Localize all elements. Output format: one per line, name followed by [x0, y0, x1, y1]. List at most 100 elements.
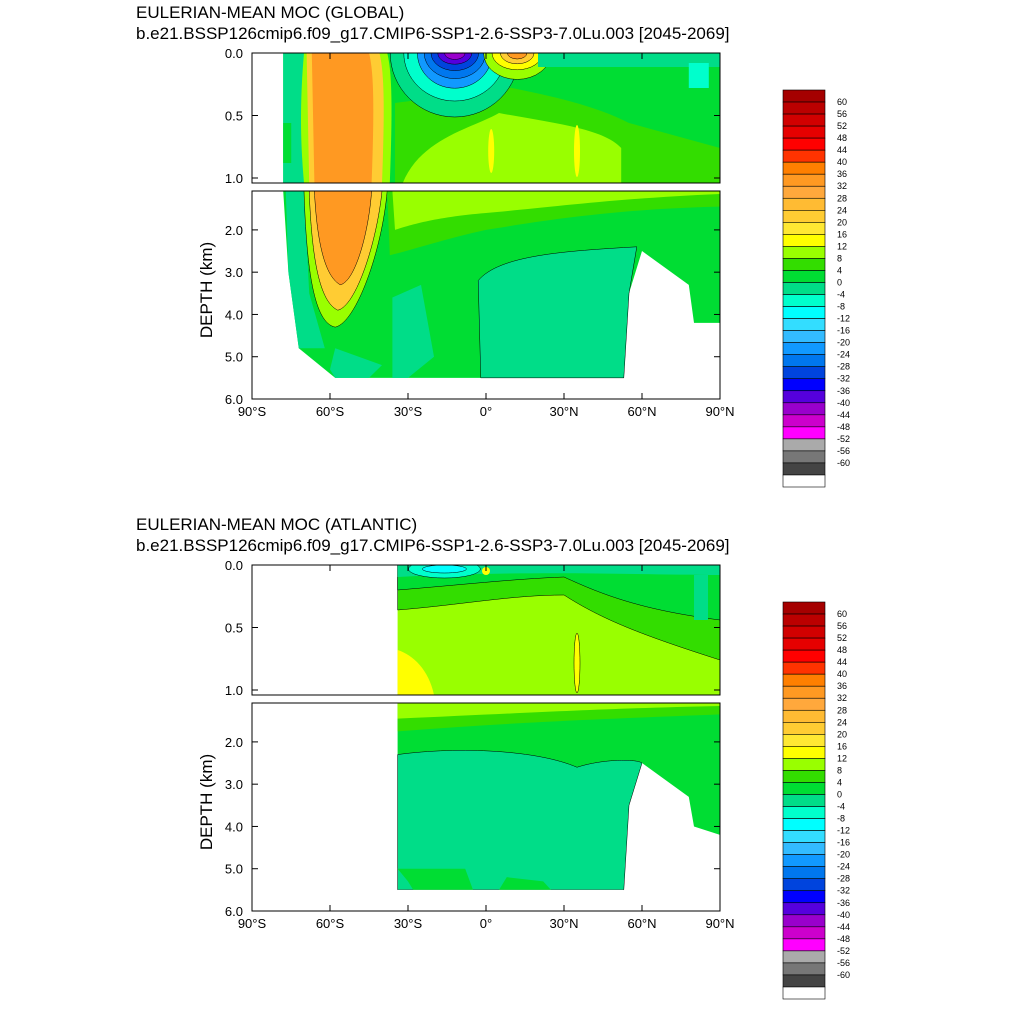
panel-global: 0.0 0.5 1.0 2.0 3.0 4.0 5.0 6.090°S 60°S 30°S 0° 30…: [197, 46, 850, 488]
atl-floor-2: [499, 877, 551, 890]
colorbar-label: 32: [837, 693, 847, 703]
colorbar-swatch: [782, 113, 826, 127]
lower-field: [283, 191, 720, 399]
colorbar-label: -52: [837, 946, 850, 956]
colorbar-swatch: [782, 734, 826, 747]
colorbar-swatch: [782, 342, 826, 355]
lower-field: [397, 703, 720, 911]
colorbar-swatch: [782, 625, 826, 639]
colorbar-swatch: [782, 685, 826, 699]
colorbar-label: -12: [837, 314, 850, 324]
colorbar-label: -48: [837, 422, 850, 432]
atl-floor: [397, 868, 473, 890]
colorbar-swatch: [782, 282, 826, 295]
ytick-label-upper: 0.5: [225, 621, 243, 636]
xtick-label: 60°N: [627, 404, 656, 419]
ytick-label-lower: 3.0: [225, 777, 243, 792]
ytick-label-upper: 0.5: [225, 109, 243, 124]
colorbar-label: -28: [837, 874, 850, 884]
colorbar-swatch: [782, 137, 826, 151]
colorbar-label: 56: [837, 621, 847, 631]
xtick-label: 60°S: [316, 404, 345, 419]
colorbar-label: 12: [837, 753, 847, 763]
colorbar-label: 24: [837, 717, 847, 727]
colorbar-label: -56: [837, 446, 850, 456]
colorbar-label: 52: [837, 121, 847, 131]
colorbar-label: 36: [837, 169, 847, 179]
colorbar-swatch: [782, 890, 826, 904]
colorbar-swatch: [782, 173, 826, 187]
equator-sliver: [488, 129, 495, 173]
colorbar-label: -60: [837, 970, 850, 980]
atlantic-subtitle: b.e21.BSSP126cmip6.f09_g17.CMIP6-SSP1-2.…: [136, 536, 730, 555]
colorbar-label: 20: [837, 729, 847, 739]
colorbar-swatch: [782, 782, 826, 795]
colorbar-swatch: [782, 149, 826, 163]
colorbar-swatch: [782, 950, 826, 964]
colorbar-label: 36: [837, 681, 847, 691]
upper-field: [397, 565, 720, 695]
ytick-label-lower: 2.0: [225, 223, 243, 238]
colorbar-swatch: [782, 613, 826, 627]
colorbar-swatch: [782, 794, 826, 807]
colorbar-label: 20: [837, 217, 847, 227]
colorbar-label: -40: [837, 910, 850, 920]
colorbar-swatch: [782, 366, 826, 380]
colorbar-label: -44: [837, 922, 850, 932]
atlantic-title: EULERIAN-MEAN MOC (ATLANTIC): [136, 515, 418, 534]
colorbar-label: 60: [837, 609, 847, 619]
colorbar-label: -8: [837, 814, 845, 824]
xtick-label: 90°S: [238, 404, 267, 419]
colorbar-swatch: [782, 438, 826, 452]
colorbar-swatch: [782, 89, 826, 103]
colorbar-label: -24: [837, 862, 850, 872]
colorbar-swatch: [782, 378, 826, 392]
colorbar-swatch: [782, 878, 826, 892]
xtick-label: 30°S: [394, 916, 423, 931]
colorbar: 60565248444036322824201612840-4-8-12-16-…: [782, 89, 850, 488]
colorbar-swatch: [782, 246, 826, 259]
colorbar-label: 8: [837, 253, 842, 263]
colorbar-swatch: [782, 842, 826, 855]
colorbar-swatch: [782, 770, 826, 783]
colorbar-swatch: [782, 210, 826, 223]
colorbar-label: -20: [837, 850, 850, 860]
colorbar-label: 16: [837, 229, 847, 239]
xtick-label: 0°: [480, 916, 492, 931]
colorbar-swatch: [782, 697, 826, 711]
xtick-label: 90°N: [705, 916, 734, 931]
ytick-label-upper: 0.0: [225, 558, 243, 573]
colorbar-swatch: [782, 722, 826, 735]
south-deep-lightgreen: [285, 191, 325, 349]
colorbar-label: 8: [837, 765, 842, 775]
colorbar-swatch: [782, 986, 826, 1000]
colorbar-swatch: [782, 414, 826, 428]
colorbar-label: 52: [837, 633, 847, 643]
ytick-label-lower: 4.0: [225, 307, 243, 322]
colorbar-label: 12: [837, 241, 847, 251]
colorbar-swatch: [782, 450, 826, 464]
colorbar-label: -40: [837, 398, 850, 408]
colorbar-swatch: [782, 637, 826, 651]
colorbar-label: 4: [837, 777, 842, 787]
colorbar-swatch: [782, 161, 826, 175]
colorbar-swatch: [782, 673, 826, 687]
colorbar-swatch: [782, 185, 826, 199]
arctic-surface: [538, 53, 720, 67]
colorbar-swatch: [782, 330, 826, 343]
colorbar-label: 44: [837, 145, 847, 155]
colorbar-label: -48: [837, 934, 850, 944]
colorbar-label: -36: [837, 386, 850, 396]
colorbar-swatch: [782, 318, 826, 331]
colorbar-label: -52: [837, 434, 850, 444]
colorbar-label: 32: [837, 181, 847, 191]
atl-sliver: [573, 632, 581, 694]
atl-yellow-south: [397, 650, 434, 695]
atl-seafloor-mask: [397, 889, 624, 911]
xtick-label: 60°N: [627, 916, 656, 931]
so-deep-orange: [314, 191, 372, 286]
ytick-label-lower: 5.0: [225, 350, 243, 365]
colorbar-label: -36: [837, 898, 850, 908]
colorbar-swatch: [782, 125, 826, 139]
ytick-label-lower: 6.0: [225, 392, 243, 407]
